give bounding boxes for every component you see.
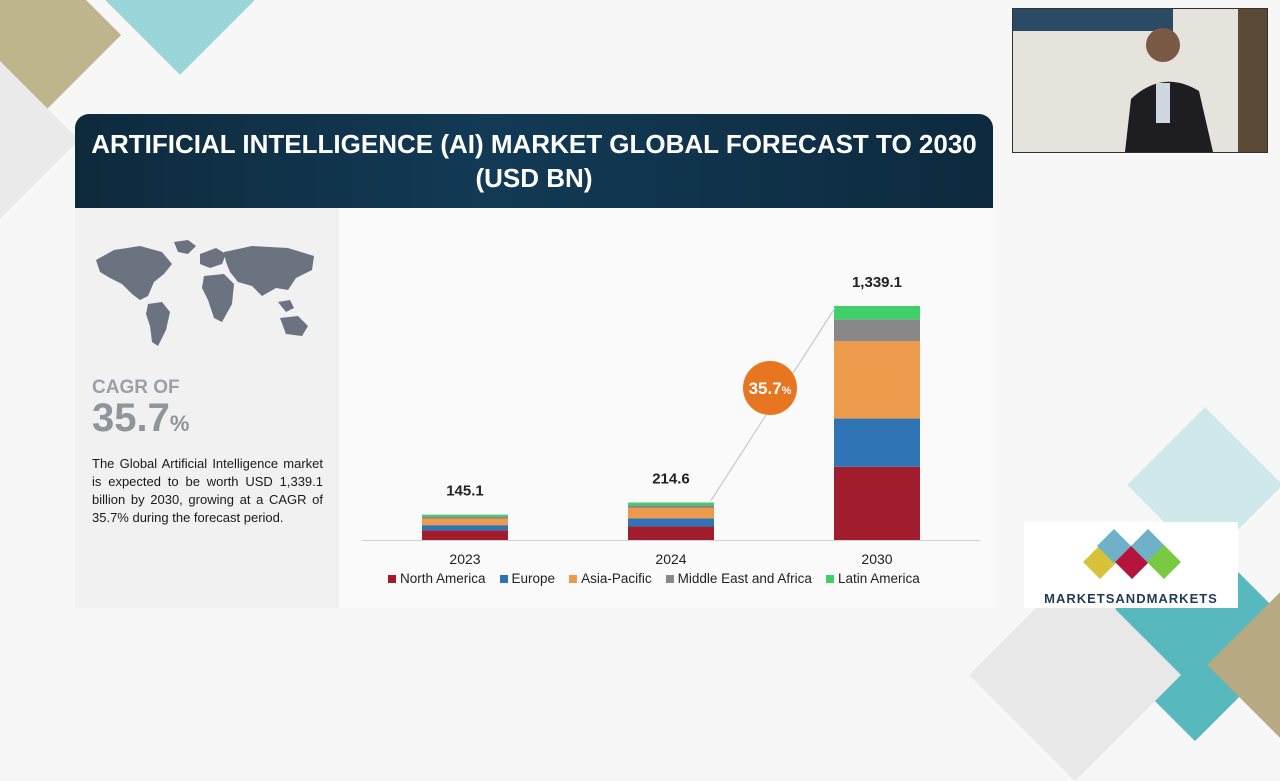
cagr-badge [743, 361, 797, 415]
legend-label: Middle East and Africa [677, 571, 812, 586]
legend-label: North America [400, 571, 486, 586]
legend-label: Latin America [837, 571, 920, 586]
presenter-icon [1013, 9, 1267, 152]
bar-total-label: 145.1 [446, 483, 484, 500]
logo-diamonds-icon [1083, 529, 1181, 579]
presenter-video [1012, 8, 1268, 153]
bar-segment-asia-pacific-2030 [834, 341, 920, 419]
company-logo: MARKETSANDMARKETS [1024, 522, 1238, 608]
cagr-number: 35.7 [92, 396, 170, 440]
legend-label: Asia-Pacific [581, 571, 652, 586]
cagr-value: 35.7% [92, 396, 189, 441]
bar-segment-europe-2024 [628, 518, 714, 527]
stacked-bar-chart: 145.1 2023 214.6 2024 1,339.1 2030 35.7% [362, 274, 980, 567]
x-tick-label: 2024 [655, 551, 686, 567]
bar-segment-north-america-2030 [834, 466, 920, 540]
bar-segment-middle-east-and-africa-2023 [422, 516, 508, 519]
legend-item: Asia-Pacific [569, 571, 652, 586]
bar-total-label: 1,339.1 [852, 274, 902, 291]
legend-item: Latin America [825, 571, 920, 586]
bar-segment-europe-2023 [422, 525, 508, 531]
bar-segment-north-america-2024 [628, 526, 714, 540]
world-map-icon [96, 240, 314, 346]
cagr-unit: % [169, 411, 190, 436]
bar-segment-middle-east-and-africa-2024 [628, 505, 714, 508]
bar-segment-latin-america-2030 [834, 306, 920, 320]
bar-segment-north-america-2023 [422, 530, 508, 540]
bar-segment-asia-pacific-2024 [628, 507, 714, 519]
legend-item: North America [388, 571, 486, 586]
legend-item: Middle East and Africa [665, 571, 812, 586]
bar-segment-latin-america-2023 [422, 514, 508, 517]
slide-title: ARTIFICIAL INTELLIGENCE (AI) MARKET GLOB… [91, 129, 977, 193]
legend-swatch [388, 574, 396, 583]
slide-header: ARTIFICIAL INTELLIGENCE (AI) MARKET GLOB… [75, 114, 993, 208]
bar-segment-europe-2030 [834, 418, 920, 467]
legend-swatch [569, 574, 578, 583]
cagr-badge-label: 35.7% [749, 379, 792, 398]
legend-swatch [665, 574, 674, 583]
chart-legend: North America Europe Asia-Pacific Middle Ea… [388, 571, 920, 586]
bar-segment-asia-pacific-2023 [422, 518, 508, 526]
legend-swatch [499, 574, 508, 583]
bar-segment-middle-east-and-africa-2030 [834, 319, 920, 342]
legend-item: Europe [499, 571, 556, 586]
x-tick-label: 2030 [861, 551, 892, 567]
bar-total-label: 214.6 [652, 470, 690, 487]
bar-segment-latin-america-2024 [628, 502, 714, 506]
x-tick-label: 2023 [449, 551, 480, 567]
legend-swatch [825, 574, 834, 583]
logo-text: MARKETSANDMARKETS [1044, 591, 1218, 606]
cagr-label: CAGR OF [92, 377, 180, 398]
legend-label: Europe [511, 571, 556, 586]
market-summary-text: The Global Artificial Intelligence marke… [92, 456, 323, 525]
